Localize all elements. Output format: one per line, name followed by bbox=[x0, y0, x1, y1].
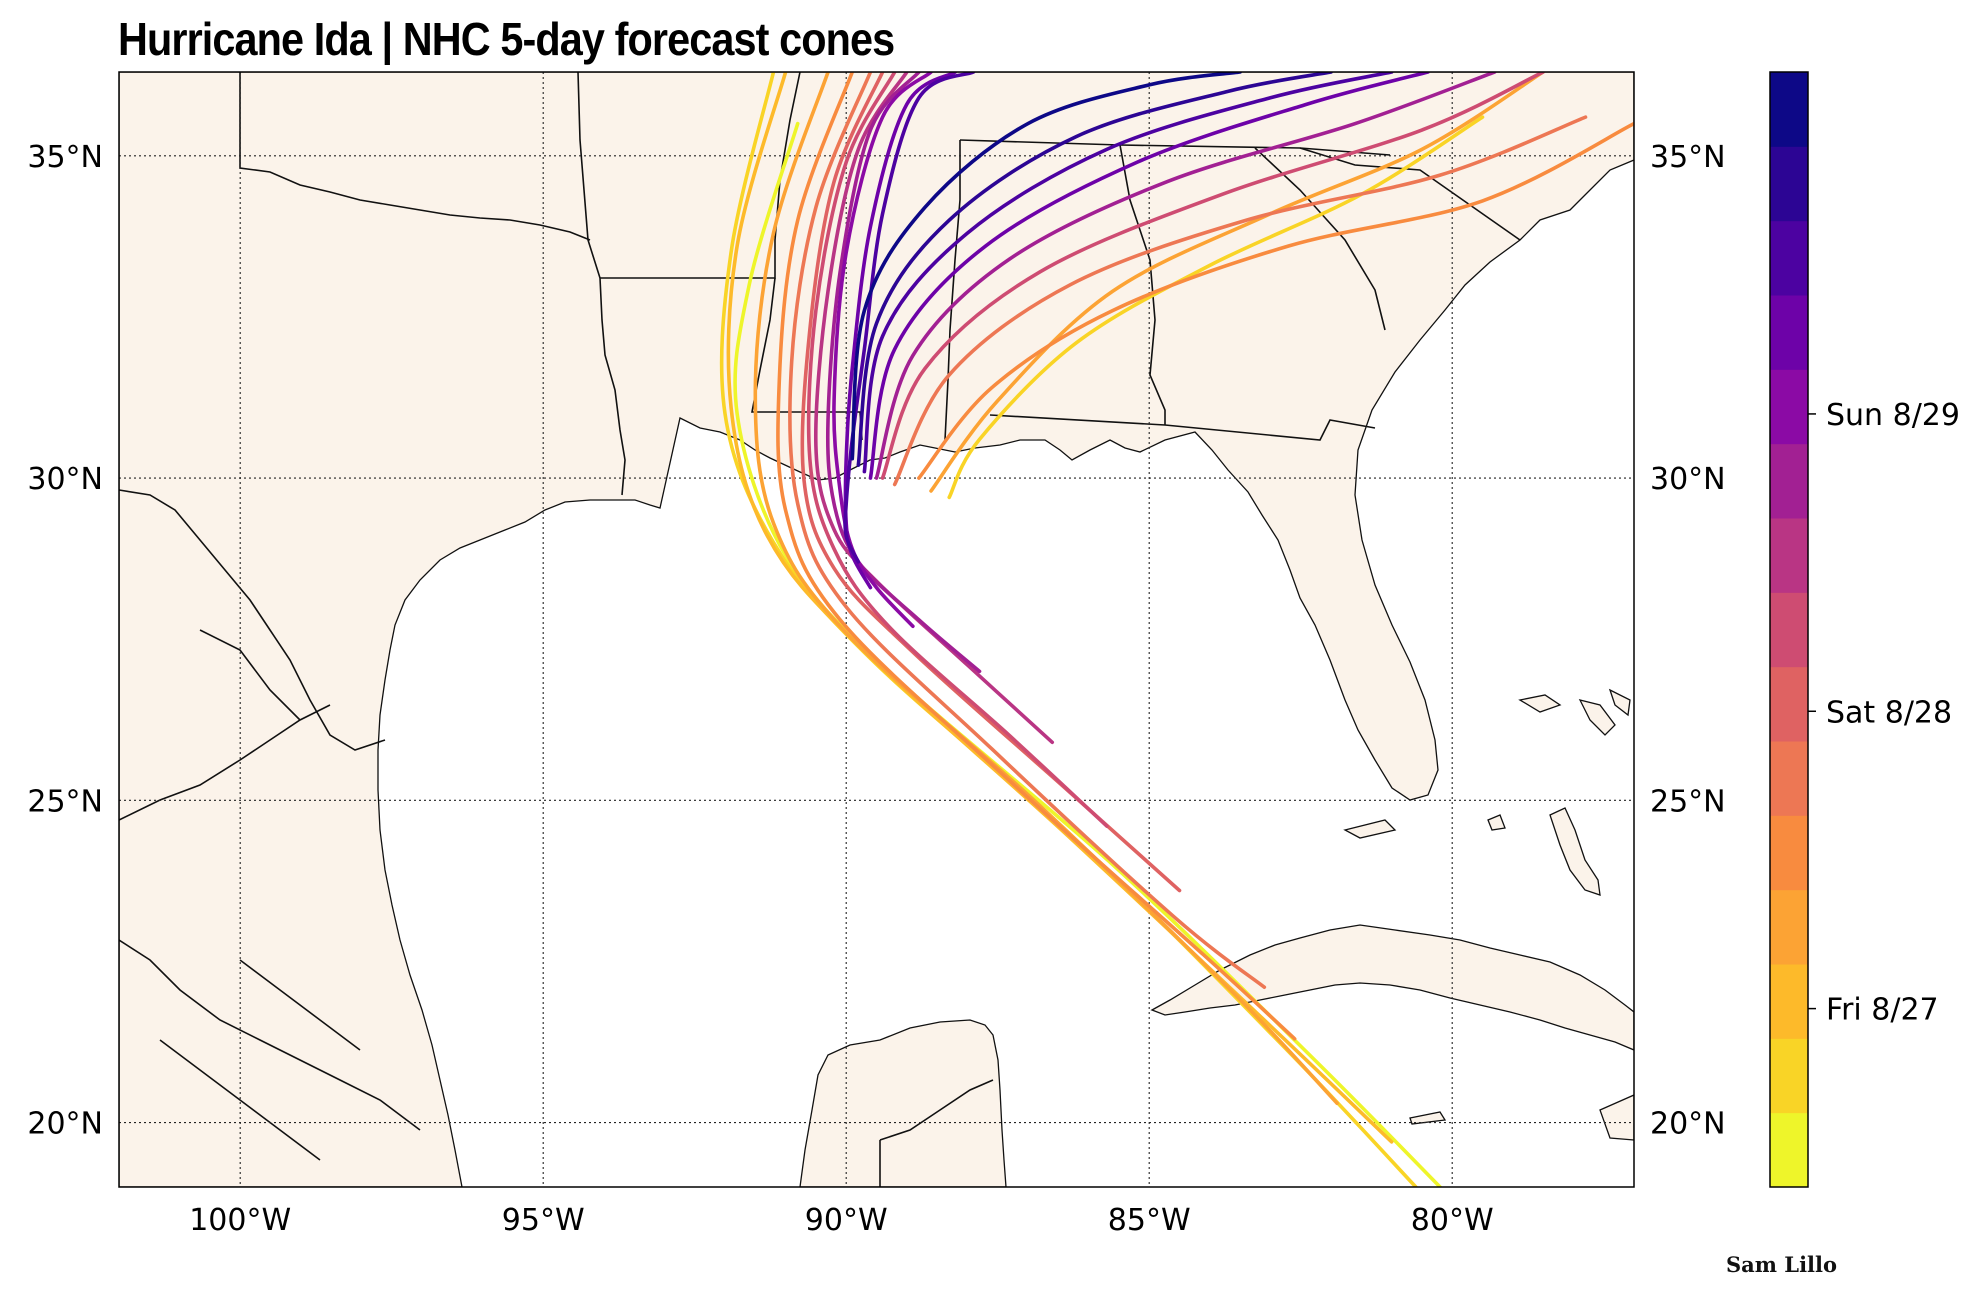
forecast-cone-east-edge bbox=[929, 72, 1545, 493]
border-mississippi-alabama bbox=[944, 140, 961, 441]
border-arkansas-louisiana bbox=[600, 72, 801, 279]
lat-tick-label-right: 25°N bbox=[1650, 784, 1726, 819]
author-credit: Sam Lillo bbox=[1726, 1252, 1838, 1277]
colorbar-segment bbox=[1770, 1038, 1808, 1114]
border-us-mexico bbox=[119, 489, 386, 751]
forecast-cone-west-edge bbox=[832, 72, 933, 629]
colorbar-segment bbox=[1770, 889, 1808, 965]
colorbar-segment bbox=[1770, 369, 1808, 445]
colorbar-segment bbox=[1770, 220, 1808, 296]
forecast-cone-west-edge bbox=[806, 72, 1109, 828]
colorbar-label: Sun 8/29 bbox=[1826, 398, 1960, 433]
forecast-cone-west-edge bbox=[813, 72, 1055, 745]
andros-island bbox=[1549, 807, 1601, 896]
lat-tick-label-left: 25°N bbox=[27, 784, 103, 819]
forecast-cone-west-edge bbox=[776, 72, 1297, 1041]
colorbar: Fri 8/27 Sat 8/28 Sun 8/29 bbox=[1769, 71, 1960, 1188]
colorbar-segment bbox=[1770, 741, 1808, 816]
lat-tick-label-right: 20°N bbox=[1650, 1107, 1726, 1142]
colorbar-segment bbox=[1770, 146, 1808, 222]
border-tennessee bbox=[959, 139, 1391, 156]
forecast-cone-west-edge bbox=[825, 72, 982, 674]
forecast-cone-east-edge bbox=[868, 72, 1430, 480]
lon-tick-label: 95°W bbox=[502, 1203, 585, 1238]
border-georgia-sc bbox=[1254, 147, 1386, 331]
lon-tick-label: 100°W bbox=[189, 1203, 291, 1238]
border-mexico-states bbox=[119, 629, 421, 1161]
lon-tick-label: 85°W bbox=[1108, 1203, 1191, 1238]
forecast-cone-east-edge bbox=[856, 72, 1333, 467]
border-alabama-georgia bbox=[1119, 144, 1166, 425]
lon-tick-label: 90°W bbox=[805, 1203, 888, 1238]
lat-tick-label-right: 30°N bbox=[1650, 462, 1726, 497]
lon-tick-label: 80°W bbox=[1411, 1203, 1494, 1238]
forecast-cone-east-edge bbox=[892, 115, 1588, 487]
colorbar-segment bbox=[1770, 443, 1808, 519]
border-texas-louisiana bbox=[577, 72, 626, 496]
forecast-cone-east-edge bbox=[850, 72, 1242, 461]
colorbar-segment bbox=[1770, 518, 1808, 593]
forecast-cone-east-edge bbox=[874, 72, 1497, 480]
colorbar-segment bbox=[1770, 964, 1808, 1039]
forecast-cones-layer bbox=[719, 72, 1634, 1187]
lat-tick-label-left: 30°N bbox=[27, 462, 103, 497]
colorbar-segment bbox=[1770, 1112, 1808, 1188]
colorbar-label: Fri 8/27 bbox=[1826, 993, 1939, 1028]
map-layers bbox=[119, 72, 1634, 1187]
colorbar-segment bbox=[1770, 815, 1808, 891]
colorbar-segment bbox=[1770, 72, 1808, 147]
colorbar-segment bbox=[1770, 592, 1808, 668]
forecast-cone-west-edge bbox=[753, 72, 1339, 1106]
border-georgia-florida bbox=[989, 414, 1376, 441]
hispaniola bbox=[1599, 1094, 1634, 1141]
land-layer bbox=[119, 72, 1634, 1187]
colorbar-segment bbox=[1770, 666, 1808, 742]
border-oklahoma-texas bbox=[239, 72, 591, 241]
cuba bbox=[1150, 924, 1634, 1051]
axis-ticks: 35°N 35°N 30°N 30°N 25°N 25°N 20°N 20°N 100°W 95°… bbox=[27, 140, 1725, 1238]
border-yucatan-states bbox=[879, 1079, 994, 1187]
lat-tick-label-right: 35°N bbox=[1650, 140, 1726, 175]
bahamas-islands bbox=[1343, 688, 1631, 1125]
forecast-cone-west-edge bbox=[843, 72, 976, 564]
map-frame bbox=[118, 71, 1635, 1188]
lat-tick-label-left: 35°N bbox=[27, 140, 103, 175]
map-title: Hurricane Ida | NHC 5-day forecast cones bbox=[118, 13, 895, 65]
forecast-cone-east-edge bbox=[917, 121, 1634, 480]
colorbar-segment bbox=[1770, 295, 1808, 370]
forecast-cone-west-edge bbox=[788, 72, 1267, 990]
yucatan-peninsula bbox=[799, 1019, 1007, 1187]
colorbar-frame bbox=[1769, 71, 1809, 1188]
us-mexico-landmass bbox=[119, 72, 1634, 1187]
colorbar-label: Sat 8/28 bbox=[1826, 695, 1952, 730]
forecast-cone-east-edge bbox=[862, 72, 1394, 474]
lat-tick-label-left: 20°N bbox=[27, 1107, 103, 1142]
forecast-cone-east-edge bbox=[880, 72, 1545, 480]
